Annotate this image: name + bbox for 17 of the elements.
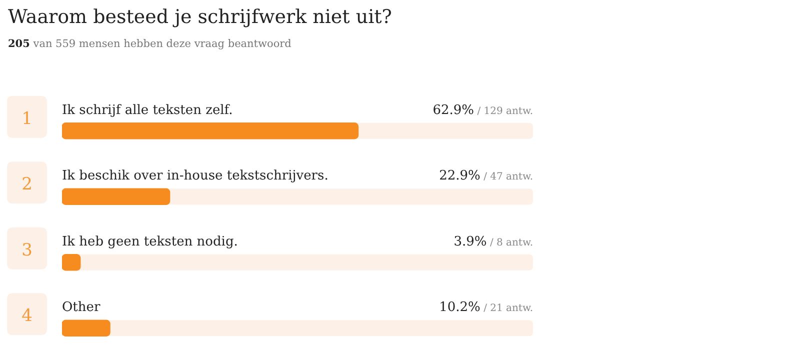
text: 1 [22,108,32,129]
text: 2 [22,174,32,195]
chart-subtitle: 205 van 559 mensen hebben deze vraag beantwoord [8,38,292,50]
y-tick-label: Ik schrijf alle teksten zelf. [62,102,233,118]
bar [62,188,170,205]
y-tick-label: Other [62,300,101,316]
y-tick-label: Ik heb geen teksten nodig. [62,234,238,250]
bar [62,320,110,336]
y-tick-label: Ik beschik over in-house tekstschrijvers. [62,168,328,184]
data-label: 10.2% / 21 antw. [439,300,534,316]
text: 4 [22,306,32,326]
data-label: 22.9% / 47 antw. [439,168,534,184]
data-label: 62.9% / 129 antw. [432,102,534,118]
chart-title: Waarom besteed je schrijfwerk niet uit? [8,6,392,28]
text: 3 [22,240,32,260]
bar [62,254,81,271]
data-label: 3.9% / 8 antw. [454,234,534,250]
